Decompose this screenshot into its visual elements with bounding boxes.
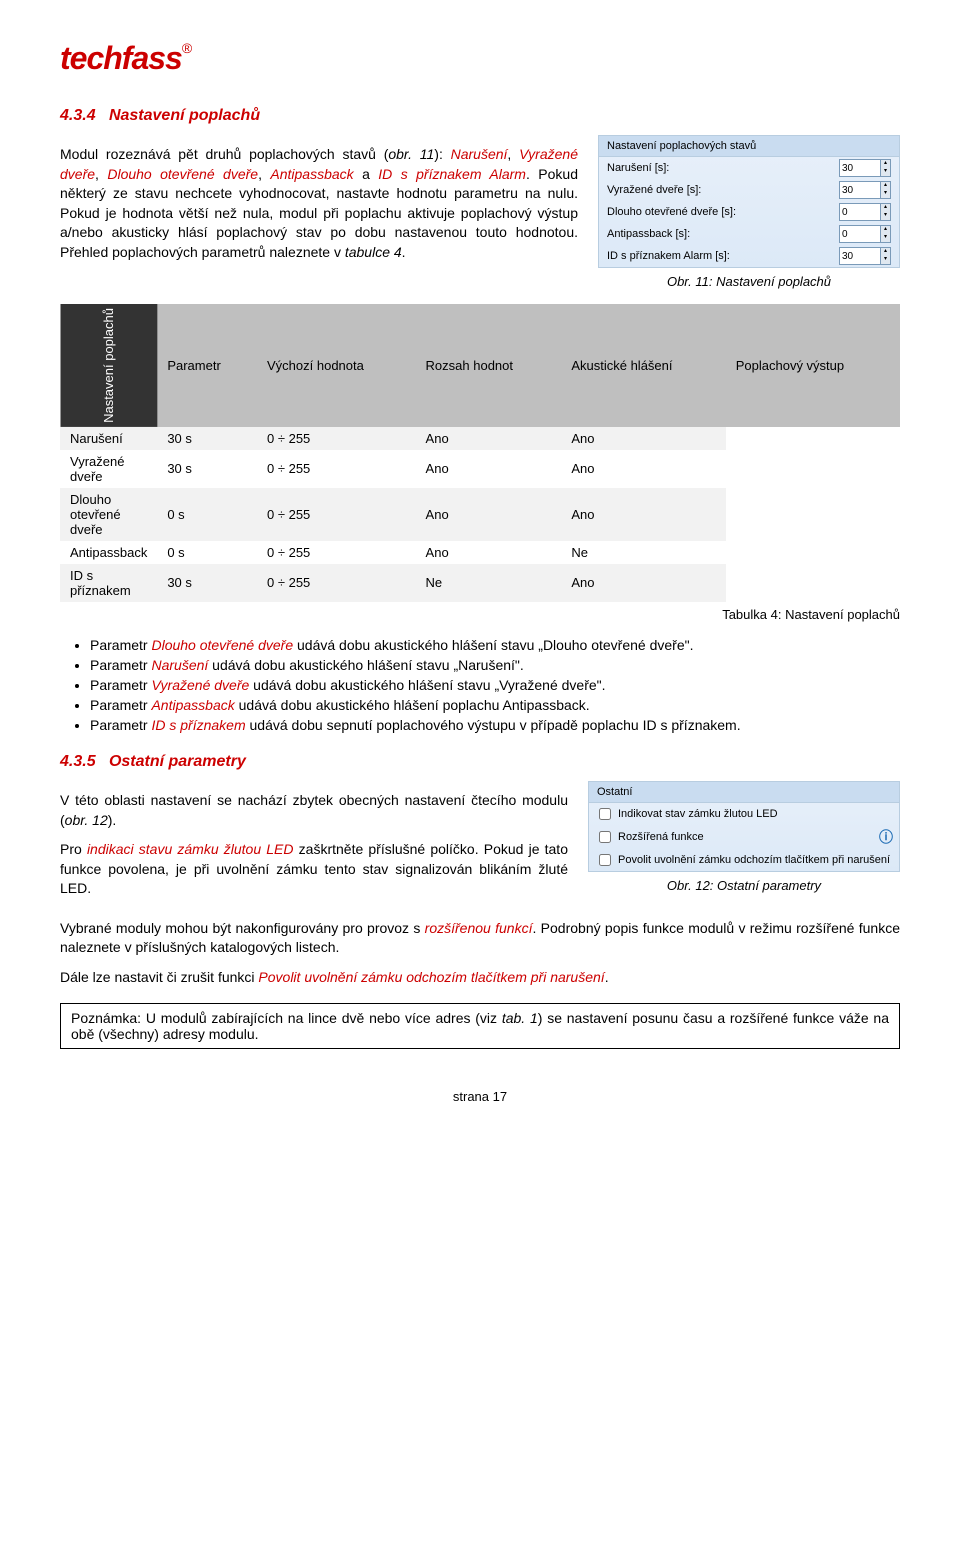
table-cell: Antipassback (60, 541, 157, 564)
table-row: Vyražené dveře30 s0 ÷ 255AnoAno (60, 450, 900, 488)
table-cell: 30 s (157, 427, 257, 450)
table-col-1: Výchozí hodnota (257, 304, 416, 427)
bullet-3: Parametr Vyražené dveře udává dobu akust… (90, 677, 900, 693)
table-cell: 0 s (157, 488, 257, 541)
spinner-down-icon[interactable]: ▾ (880, 212, 890, 220)
table-cell: Ano (416, 427, 562, 450)
table-4-caption: Tabulka 4: Nastavení poplachů (60, 607, 900, 622)
table-col-4: Poplachový výstup (726, 304, 900, 427)
table-cell: 0 ÷ 255 (257, 450, 416, 488)
panel1-spinner-2[interactable]: ▴ ▾ (839, 203, 891, 221)
table-row: Antipassback0 s0 ÷ 255AnoNe (60, 541, 900, 564)
section-4-3-4-title: 4.3.4 Nastavení poplachů (60, 107, 900, 125)
panel1-label-4: ID s příznakem Alarm [s]: (607, 250, 839, 262)
figure-12-caption: Obr. 12: Ostatní parametry (588, 878, 900, 893)
cb-row-2: Povolit uvolnění zámku odchozím tlačítke… (589, 849, 899, 871)
logo-text: techfass (60, 40, 182, 77)
table-col-0: Parametr (157, 304, 257, 427)
table-cell: Vyražené dveře (60, 450, 157, 488)
note-box: Poznámka: U modulů zabírajících na lince… (60, 1003, 900, 1049)
para4: Dále lze nastavit či zrušit funkci Povol… (60, 968, 900, 988)
table-row: Narušení30 s0 ÷ 255AnoAno (60, 427, 900, 450)
page-number: strana 17 (60, 1089, 900, 1104)
panel1-row-1: Vyražené dveře [s]: ▴ ▾ (599, 179, 899, 201)
panel1-input-1[interactable] (840, 183, 880, 197)
table-col-2: Rozsah hodnot (416, 304, 562, 427)
bullet-1: Parametr Dlouho otevřené dveře udává dob… (90, 637, 900, 653)
table-cell: Ano (561, 450, 725, 488)
table-cell: 30 s (157, 450, 257, 488)
spinner-up-icon[interactable]: ▴ (880, 248, 890, 256)
panel1-label-2: Dlouho otevřené dveře [s]: (607, 206, 839, 218)
spinner-down-icon[interactable]: ▾ (880, 256, 890, 264)
table-cell: Ne (561, 541, 725, 564)
table-row: Dlouho otevřené dveře0 s0 ÷ 255AnoAno (60, 488, 900, 541)
bullet-2: Parametr Narušení udává dobu akustického… (90, 657, 900, 673)
spinner-down-icon[interactable]: ▾ (880, 168, 890, 176)
checkbox-yellow-led[interactable] (599, 808, 611, 820)
alarm-params-table: Nastavení poplachů Parametr Výchozí hodn… (60, 304, 900, 602)
bullet-list: Parametr Dlouho otevřené dveře udává dob… (90, 637, 900, 733)
spinner-up-icon[interactable]: ▴ (880, 226, 890, 234)
logo: techfass ® (60, 40, 900, 77)
panel1-row-0: Narušení [s]: ▴ ▾ (599, 157, 899, 179)
cb-row-1: Rozšířená funkce ⓘ (589, 825, 899, 849)
panel1-row-3: Antipassback [s]: ▴ ▾ (599, 223, 899, 245)
cb-row-0: Indikovat stav zámku žlutou LED (589, 803, 899, 825)
table-cell: Ano (416, 541, 562, 564)
section2-para1: V této oblasti nastavení se nachází zbyt… (60, 791, 568, 830)
section-4-3-5-title: 4.3.5 Ostatní parametry (60, 753, 900, 771)
table-cell: Dlouho otevřené dveře (60, 488, 157, 541)
panel1-spinner-0[interactable]: ▴ ▾ (839, 159, 891, 177)
checkbox-extended[interactable] (599, 831, 611, 843)
table-cell: ID s příznakem (60, 564, 157, 602)
other-settings-panel: Ostatní Indikovat stav zámku žlutou LED … (588, 781, 900, 872)
spinner-up-icon[interactable]: ▴ (880, 204, 890, 212)
panel1-input-2[interactable] (840, 205, 880, 219)
section2-para2: Pro indikaci stavu zámku žlutou LED zašk… (60, 840, 568, 899)
panel1-input-3[interactable] (840, 227, 880, 241)
para3: Vybrané moduly mohou být nakonfigurovány… (60, 919, 900, 958)
spinner-down-icon[interactable]: ▾ (880, 234, 890, 242)
table-cell: Ano (416, 488, 562, 541)
panel1-input-0[interactable] (840, 161, 880, 175)
panel1-input-4[interactable] (840, 249, 880, 263)
panel1-label-0: Narušení [s]: (607, 162, 839, 174)
panel2-header: Ostatní (589, 782, 899, 803)
spinner-up-icon[interactable]: ▴ (880, 160, 890, 168)
checkbox-unlock[interactable] (599, 854, 611, 866)
table-cell: 0 ÷ 255 (257, 564, 416, 602)
table-cell: 0 s (157, 541, 257, 564)
panel1-row-2: Dlouho otevřené dveře [s]: ▴ ▾ (599, 201, 899, 223)
panel1-header: Nastavení poplachových stavů (599, 136, 899, 157)
info-icon[interactable]: ⓘ (879, 827, 893, 847)
table-cell: Ano (416, 450, 562, 488)
spinner-up-icon[interactable]: ▴ (880, 182, 890, 190)
table-cell: Narušení (60, 427, 157, 450)
table-cell: 30 s (157, 564, 257, 602)
panel1-label-1: Vyražené dveře [s]: (607, 184, 839, 196)
table-cell: 0 ÷ 255 (257, 427, 416, 450)
table-cell: Ano (561, 488, 725, 541)
figure-11-caption: Obr. 11: Nastavení poplachů (598, 274, 900, 289)
table-cell: 0 ÷ 255 (257, 541, 416, 564)
bullet-4: Parametr Antipassback udává dobu akustic… (90, 697, 900, 713)
table-row: ID s příznakem30 s0 ÷ 255NeAno (60, 564, 900, 602)
table-cell: 0 ÷ 255 (257, 488, 416, 541)
panel1-spinner-4[interactable]: ▴ ▾ (839, 247, 891, 265)
table-cell: Ano (561, 427, 725, 450)
panel1-label-3: Antipassback [s]: (607, 228, 839, 240)
panel1-spinner-3[interactable]: ▴ ▾ (839, 225, 891, 243)
section1-paragraph: Modul rozeznává pět druhů poplachových s… (60, 145, 578, 263)
spinner-down-icon[interactable]: ▾ (880, 190, 890, 198)
logo-registered: ® (182, 40, 192, 56)
alarm-settings-panel: Nastavení poplachových stavů Narušení [s… (598, 135, 900, 268)
table-cell: Ne (416, 564, 562, 602)
table-cell: Ano (561, 564, 725, 602)
table-col-3: Akustické hlášení (561, 304, 725, 427)
bullet-5: Parametr ID s příznakem udává dobu sepnu… (90, 717, 900, 733)
panel1-row-4: ID s příznakem Alarm [s]: ▴ ▾ (599, 245, 899, 267)
table-side-label: Nastavení poplachů (60, 304, 157, 427)
panel1-spinner-1[interactable]: ▴ ▾ (839, 181, 891, 199)
